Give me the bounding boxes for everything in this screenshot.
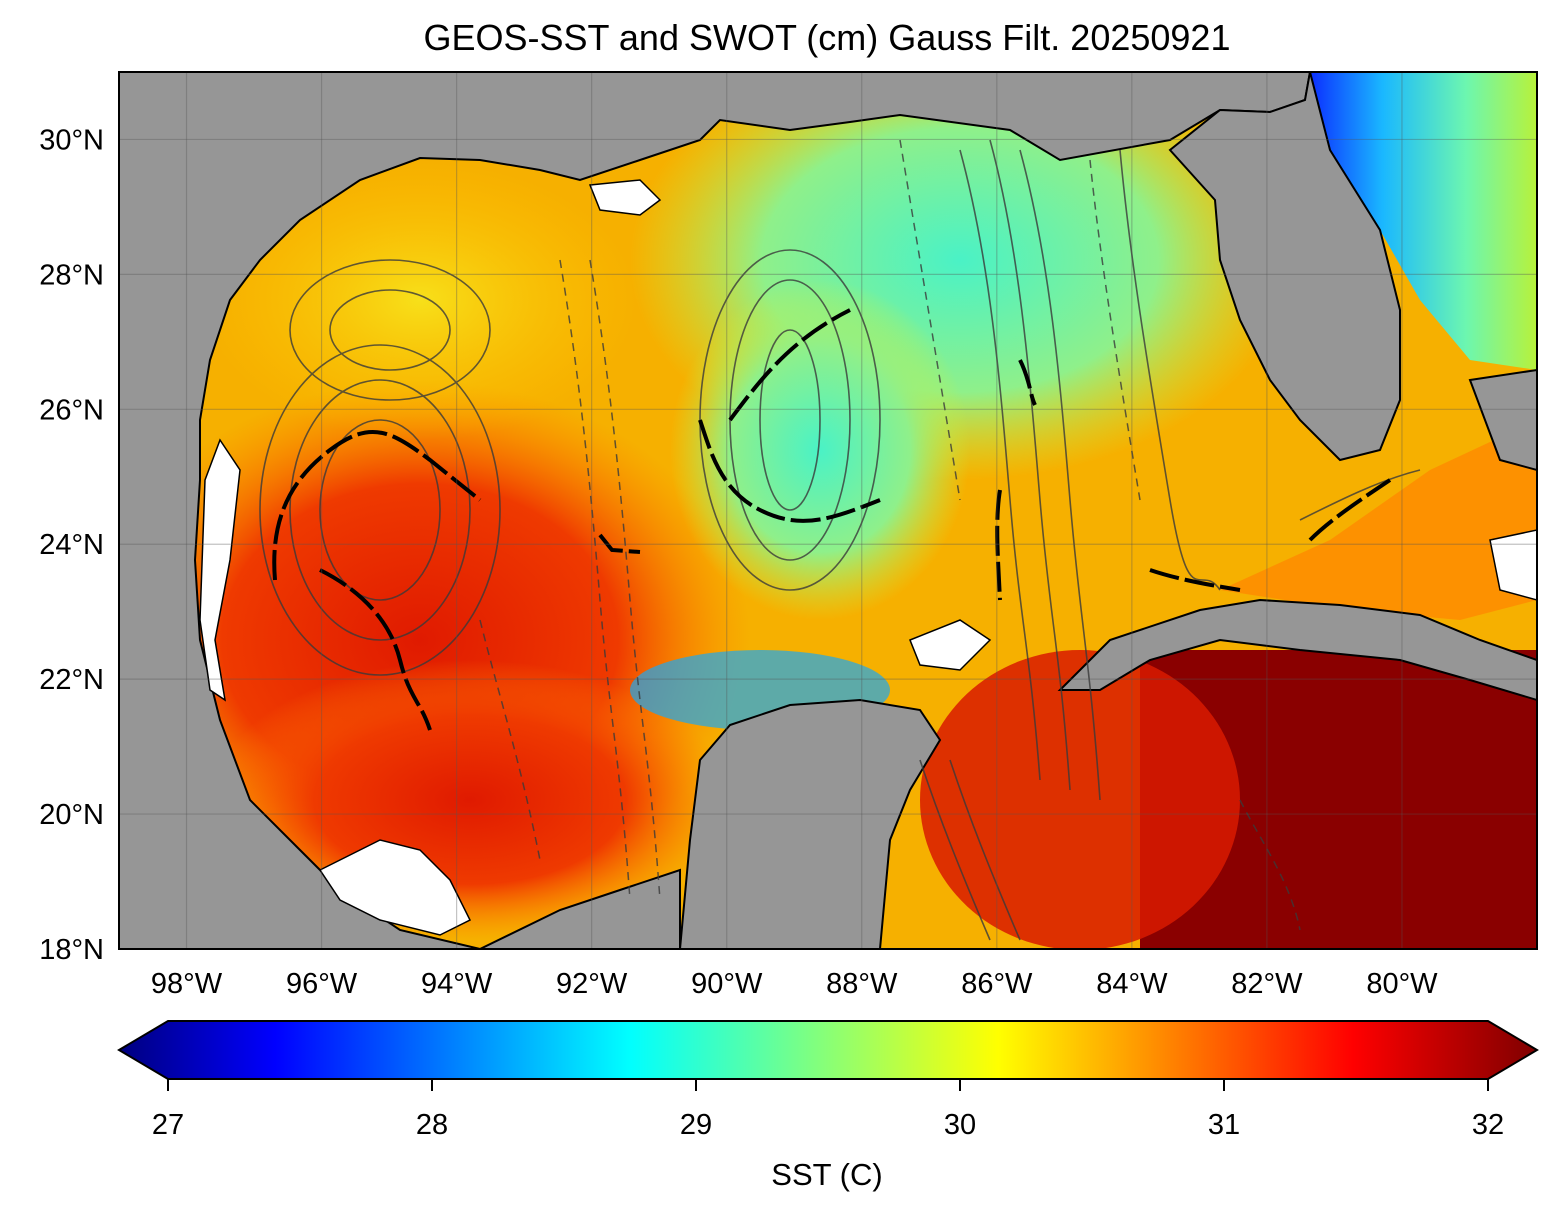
missing-keys — [1489, 529, 1537, 601]
land-bahamas — [1468, 368, 1537, 472]
land-yucatan — [678, 698, 942, 949]
lat-tick-label: 28°N — [39, 259, 104, 291]
zero-contour — [728, 308, 851, 422]
land-cuba — [1057, 598, 1537, 702]
sst-atlantic — [1300, 72, 1537, 370]
colorbar-bar — [117, 1020, 1539, 1080]
colorbar: 27 28 29 30 31 32 SST (C) — [117, 1020, 1539, 1192]
zero-contour — [598, 533, 641, 554]
zero-contour — [995, 489, 1002, 601]
colorbar-tick-label: 30 — [944, 1109, 976, 1141]
contour-dashed — [1239, 799, 1301, 931]
longitude-axis: 98°W 96°W 94°W 92°W 90°W 88°W 86°W 84°W 82°W 80°W — [151, 968, 1438, 1000]
missing-data — [199, 179, 1537, 936]
contour-line — [949, 759, 1021, 941]
contour-line — [1119, 149, 1221, 591]
latitude-axis: 30°N 28°N 26°N 24°N 22°N 20°N 18°N — [39, 124, 104, 966]
zero-contour — [1018, 359, 1037, 406]
ssh-contours-dashed — [479, 139, 1301, 931]
sst-caribbean-edge — [920, 650, 1240, 949]
sst-straits — [1220, 420, 1537, 620]
sst-cool-mid — [670, 280, 970, 620]
colorbar-tick-label: 29 — [680, 1109, 712, 1141]
map-panel — [119, 72, 1537, 949]
contour-line — [959, 149, 1041, 781]
contour-ring — [289, 259, 491, 401]
lat-tick-label: 20°N — [39, 799, 104, 831]
contour-line — [989, 139, 1071, 791]
colorbar-ticks: 27 28 29 30 31 32 — [152, 1079, 1504, 1141]
lon-tick-label: 86°W — [961, 968, 1033, 1000]
lat-tick-label: 24°N — [39, 529, 104, 561]
missing-bay-campeche — [318, 839, 472, 936]
lon-tick-label: 90°W — [691, 968, 763, 1000]
contour-ring — [259, 344, 501, 676]
map-frame — [118, 71, 1538, 950]
lon-tick-label: 92°W — [556, 968, 628, 1000]
missing-west-coast — [199, 438, 241, 702]
colorbar-tick-label: 27 — [152, 1109, 184, 1141]
colorbar-tick-label: 32 — [1472, 1109, 1504, 1141]
missing-cuba-west — [909, 619, 992, 671]
lon-tick-label: 80°W — [1366, 968, 1438, 1000]
zero-contour — [319, 568, 432, 731]
colorbar-tick-label: 28 — [416, 1109, 448, 1141]
contour-ring — [329, 289, 451, 371]
contour-dashed — [1089, 159, 1141, 501]
contour-ring — [289, 379, 471, 641]
missing-louisiana — [588, 179, 662, 216]
contour-dashed — [589, 259, 661, 901]
zero-contour — [272, 429, 482, 581]
zero-contours — [272, 308, 1392, 731]
lat-tick-label: 30°N — [39, 124, 104, 156]
sst-yellow-nw — [200, 160, 640, 440]
contour-ring — [319, 419, 441, 601]
land-florida — [1168, 72, 1401, 462]
contour-line — [1019, 149, 1101, 801]
colorbar-label: SST (C) — [771, 1157, 882, 1192]
contour-dashed — [479, 619, 541, 861]
lat-tick-label: 22°N — [39, 664, 104, 696]
chart-title: GEOS-SST and SWOT (cm) Gauss Filt. 20250… — [424, 17, 1231, 58]
lon-tick-label: 96°W — [286, 968, 358, 1000]
contour-dashed — [899, 139, 961, 501]
contour-ring — [759, 329, 821, 511]
contour-dashed — [559, 259, 631, 901]
lon-tick-label: 94°W — [421, 968, 493, 1000]
lon-tick-label: 82°W — [1231, 968, 1303, 1000]
lat-tick-label: 18°N — [39, 934, 104, 966]
contour-line — [1299, 469, 1421, 521]
zero-contour — [1308, 478, 1392, 542]
zero-contour — [698, 419, 881, 523]
lon-tick-label: 88°W — [826, 968, 898, 1000]
lon-tick-label: 84°W — [1096, 968, 1168, 1000]
lon-tick-label: 98°W — [151, 968, 223, 1000]
land-north-coast — [119, 72, 1312, 949]
colorbar-tick-label: 31 — [1208, 1109, 1240, 1141]
lat-tick-label: 26°N — [39, 394, 104, 426]
zero-contour — [1149, 568, 1241, 592]
contour-line — [919, 759, 991, 941]
gridlines — [119, 72, 1537, 949]
